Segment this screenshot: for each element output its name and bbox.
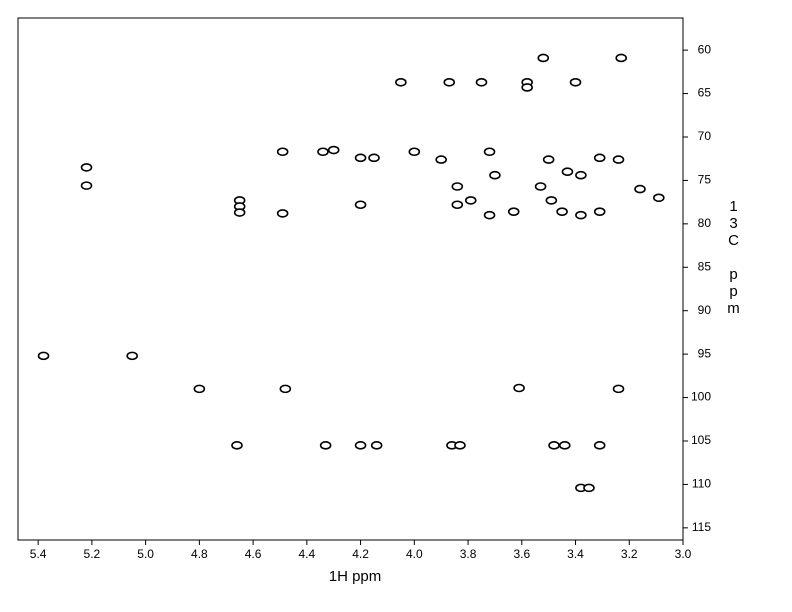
x-tick-label: 5.2 — [84, 547, 101, 561]
x-tick-label: 3.4 — [567, 547, 584, 561]
peak — [408, 147, 421, 157]
x-tick-label: 4.2 — [352, 547, 369, 561]
y-tick-label: 100 — [691, 390, 711, 404]
peak — [354, 441, 367, 450]
peak — [534, 182, 547, 191]
peak — [276, 147, 289, 157]
x-tick-label: 3.6 — [513, 547, 530, 561]
peak — [451, 182, 464, 191]
peak — [653, 193, 665, 203]
peak — [370, 441, 383, 450]
peak — [593, 441, 606, 450]
x-tick-label: 5.0 — [137, 547, 154, 561]
peak — [395, 77, 407, 87]
peak — [231, 441, 243, 450]
y-tick-label: 60 — [698, 42, 712, 56]
peak — [612, 384, 625, 394]
peak — [558, 441, 571, 450]
peak — [483, 147, 496, 157]
peak — [575, 210, 587, 220]
peak — [489, 170, 501, 180]
peak — [537, 53, 550, 63]
peak — [80, 163, 93, 172]
peak — [443, 77, 456, 87]
x-tick-label: 3.0 — [675, 547, 692, 561]
y-tick-label: 110 — [692, 477, 711, 491]
peak — [464, 196, 477, 205]
peak — [319, 441, 332, 450]
peak — [475, 77, 488, 87]
y-tick-label: 95 — [698, 346, 712, 360]
y-tick-label: 115 — [692, 520, 711, 534]
peak — [454, 441, 466, 450]
peak — [276, 209, 289, 218]
x-tick-label: 3.8 — [460, 547, 477, 561]
peak — [542, 155, 555, 164]
peak — [126, 351, 138, 361]
peak — [451, 200, 464, 210]
peak — [556, 207, 568, 216]
peak — [327, 145, 340, 155]
peak — [521, 83, 533, 92]
peak — [354, 153, 367, 163]
x-tick-label: 4.0 — [406, 547, 423, 561]
peak — [233, 208, 246, 217]
peak — [583, 483, 595, 493]
peak — [435, 155, 447, 164]
peak — [80, 181, 93, 190]
peak — [507, 207, 520, 216]
y-tick-label: 105 — [691, 433, 711, 447]
y-axis-label: 13C ppm — [725, 198, 742, 317]
y-tick-label: 85 — [698, 259, 712, 273]
y-tick-label: 75 — [698, 173, 712, 187]
x-tick-label: 5.4 — [30, 547, 47, 561]
peak — [569, 77, 582, 87]
y-tick-label: 80 — [698, 216, 712, 230]
peak — [593, 207, 606, 216]
peak — [279, 384, 292, 394]
x-tick-label: 4.4 — [298, 547, 315, 561]
peak — [513, 383, 525, 393]
peak — [368, 153, 380, 163]
peak — [593, 153, 606, 163]
peak — [354, 200, 367, 210]
peak — [548, 441, 560, 450]
peak — [545, 196, 558, 205]
peak — [612, 155, 625, 164]
x-tick-label: 4.8 — [191, 547, 208, 561]
y-tick-label: 90 — [698, 303, 712, 317]
x-tick-label: 3.2 — [621, 547, 638, 561]
peak — [483, 210, 496, 220]
peak — [317, 147, 329, 157]
peak — [615, 53, 628, 63]
plot-frame — [17, 17, 684, 541]
peak — [561, 167, 574, 177]
peak — [37, 351, 50, 361]
peak — [193, 384, 206, 394]
peak — [575, 170, 587, 180]
x-tick-label: 4.6 — [245, 547, 262, 561]
y-tick-label: 70 — [698, 129, 712, 143]
peak — [634, 184, 646, 194]
y-tick-label: 65 — [698, 86, 712, 100]
x-axis-label: 1H ppm — [329, 568, 382, 585]
